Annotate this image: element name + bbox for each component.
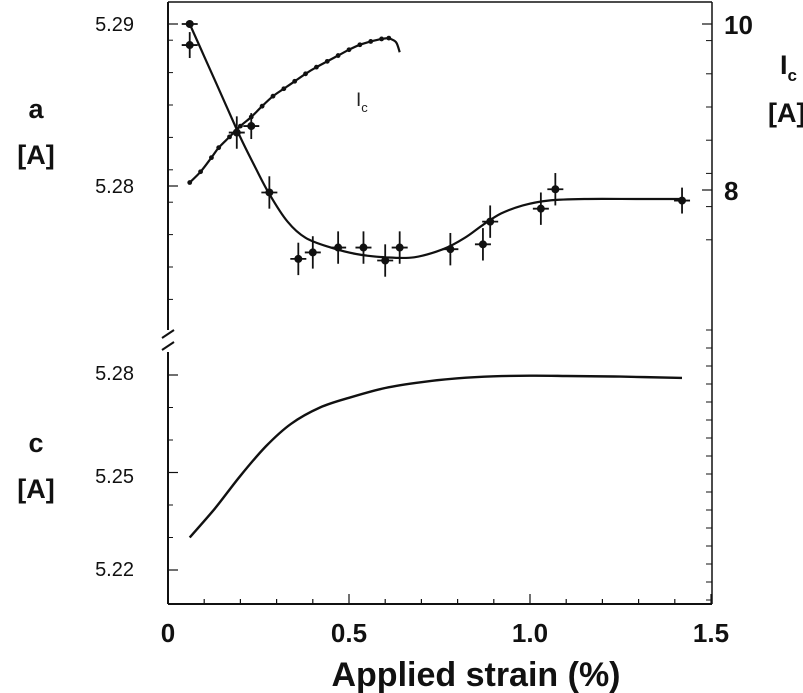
right-tick-label-ic: 10: [724, 10, 753, 40]
y-tick-label-a: 5.28: [95, 176, 134, 198]
right-axis-title-ic: Ic: [780, 50, 797, 85]
ic-data-point: [314, 64, 319, 70]
ic-data-point: [324, 58, 330, 64]
data-point-a: [536, 204, 545, 213]
ic-data-point: [357, 42, 363, 48]
right-axis-title-main: I: [780, 50, 788, 80]
y-tick-label-c: 5.25: [95, 466, 134, 488]
ic-line-tail: [388, 37, 401, 53]
ic-data-point: [259, 103, 265, 109]
x-tick-label: 1.5: [693, 618, 729, 648]
axis-break-mark: [161, 329, 175, 339]
x-tick-label: 0: [161, 618, 175, 648]
data-point-a: [185, 20, 194, 28]
data-point-a: [294, 254, 303, 263]
ic-data-point: [248, 114, 254, 120]
right-tick-label-ic: 8: [724, 176, 738, 206]
data-point-a: [678, 196, 687, 205]
series-label-ic-sub: c: [361, 100, 368, 115]
data-point-a: [334, 243, 343, 252]
ic-data-point: [198, 169, 203, 175]
ic-data-point: [303, 71, 308, 77]
ic-data-point: [270, 93, 276, 99]
ic-data-point: [346, 47, 352, 53]
axis-break-mark: [161, 341, 175, 351]
y-axis-title-a: a: [28, 94, 44, 124]
ic-data-point: [187, 180, 193, 185]
ic-data-point: [386, 35, 392, 41]
ticks-layer: [167, 23, 712, 604]
y-axis-unit-a: [A]: [17, 140, 54, 170]
fit-line-a: [188, 23, 682, 260]
ic-data-point: [281, 86, 287, 92]
right-axis-title-sub: c: [788, 66, 797, 85]
x-tick-label: 0.5: [331, 618, 367, 648]
ic-data-point: [292, 78, 298, 84]
data-point-a: [446, 245, 455, 254]
y-axis-unit-c: [A]: [17, 474, 54, 504]
data-point-a: [486, 217, 495, 226]
data-point-a: [247, 122, 256, 131]
x-axis-title: Applied strain (%): [331, 656, 620, 693]
x-tick-label: 1.0: [512, 618, 548, 648]
ic-data-point: [227, 134, 232, 140]
ic-data-point: [379, 36, 384, 42]
data-layer: [181, 20, 691, 539]
data-point-a: [308, 248, 317, 257]
ic-data-point: [335, 53, 341, 58]
c-line: [188, 374, 683, 539]
y-tick-label-a: 5.29: [95, 14, 134, 36]
ic-data-point: [209, 155, 214, 161]
series-label-ic: Ic: [356, 90, 368, 115]
data-point-a: [478, 240, 487, 249]
data-point-a: [185, 41, 194, 50]
y-axis-title-c: c: [28, 428, 43, 458]
data-point-a: [265, 188, 274, 197]
data-point-a: [381, 256, 390, 265]
y-tick-label-c: 5.28: [95, 363, 134, 385]
ic-data-point: [368, 39, 374, 44]
data-point-a: [395, 243, 404, 252]
data-point-a: [359, 243, 368, 252]
ic-data-point: [238, 123, 243, 129]
y-tick-label-c: 5.22: [95, 559, 134, 581]
series-label-ic-main: I: [356, 90, 361, 111]
data-point-a: [551, 185, 560, 194]
right-axis-unit-ic: [A]: [768, 98, 803, 128]
ic-data-point: [216, 145, 222, 151]
